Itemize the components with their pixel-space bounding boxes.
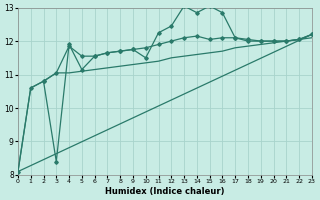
X-axis label: Humidex (Indice chaleur): Humidex (Indice chaleur) xyxy=(105,187,225,196)
